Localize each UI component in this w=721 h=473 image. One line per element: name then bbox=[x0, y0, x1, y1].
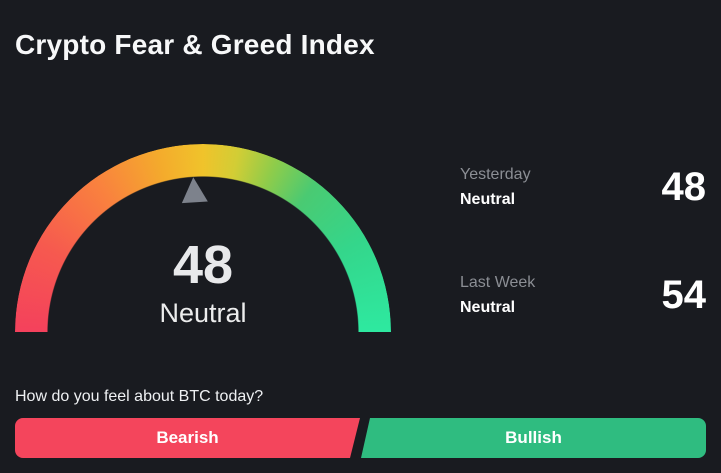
fear-greed-gauge: 48 Neutral bbox=[15, 144, 391, 332]
history-classification: Neutral bbox=[460, 298, 516, 316]
history-row-last-week: Last Week Neutral 54 bbox=[460, 271, 706, 319]
history-value: 48 bbox=[661, 165, 707, 209]
history-text: Last Week Neutral bbox=[460, 273, 535, 316]
bearish-button[interactable]: Bearish bbox=[15, 418, 360, 458]
needle-triangle-icon bbox=[180, 176, 208, 204]
history-period: Yesterday bbox=[460, 166, 531, 184]
history-classification: Neutral bbox=[460, 190, 516, 208]
history-period: Last Week bbox=[460, 274, 536, 292]
history-row-yesterday: Yesterday Neutral 48 bbox=[460, 163, 706, 211]
gauge-value: 48 bbox=[172, 235, 234, 295]
page-title: Crypto Fear & Greed Index bbox=[15, 29, 375, 60]
vote-question: How do you feel about BTC today? bbox=[15, 388, 264, 405]
vote-buttons: Bearish Bullish bbox=[15, 418, 706, 458]
bullish-button[interactable]: Bullish bbox=[361, 418, 706, 458]
history-value: 54 bbox=[661, 273, 707, 317]
history-text: Yesterday Neutral bbox=[460, 165, 531, 208]
gauge-classification: Neutral bbox=[159, 298, 247, 328]
